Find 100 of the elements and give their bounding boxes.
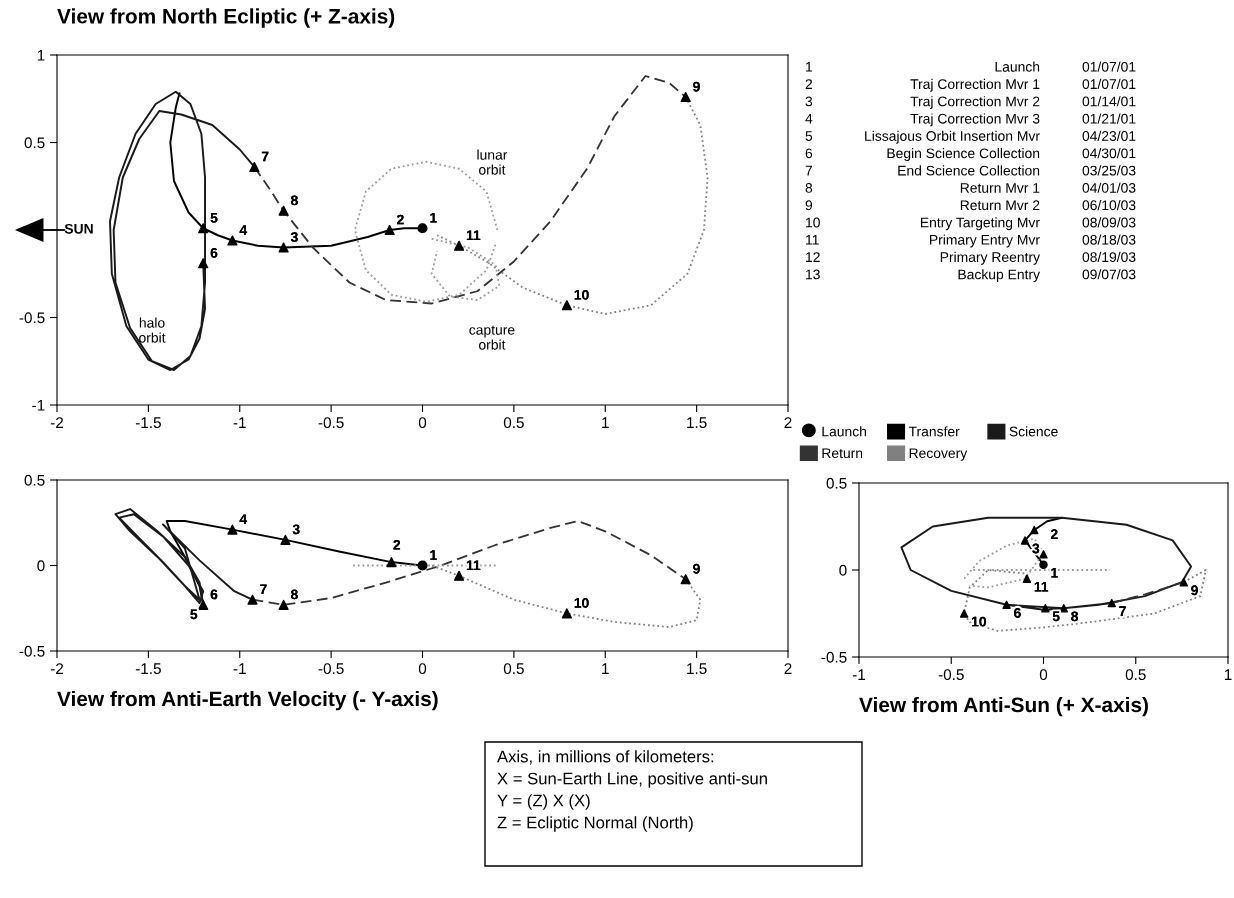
text: Return Mvr 1 — [960, 183, 1040, 193]
chart-title: View from North Ecliptic (+ Z-axis) — [57, 8, 395, 28]
y-tick-label: 0.5 — [24, 137, 45, 149]
text: Traj Correction Mvr 2 — [910, 96, 1040, 110]
legend-label: Science — [1009, 426, 1058, 437]
text: 04/01/03 — [1082, 182, 1136, 193]
legend-label: Launch — [822, 426, 866, 437]
text: Y = (Z) X (X) — [497, 794, 590, 810]
x-axis-title: View from Anti-Earth Velocity (- Y-axis) — [57, 690, 438, 711]
annotation: 9 — [693, 81, 700, 92]
x-tick-label: 2 — [784, 663, 792, 674]
text: 13 — [806, 269, 820, 280]
annotation: lunar orbit — [477, 149, 508, 175]
annotation: 5 — [1052, 611, 1060, 622]
x-tick-label: 1 — [602, 663, 609, 674]
text: End Science Collection — [898, 165, 1040, 176]
x-tick-label: 0.5 — [503, 663, 524, 675]
text: X = Sun-Earth Line, positive anti-sun — [497, 772, 767, 788]
annotation: 3 — [292, 524, 300, 535]
annotation: 5 — [210, 213, 218, 223]
annotation: 2 — [393, 539, 401, 550]
legend-label: Return — [822, 448, 863, 459]
annotation: 8 — [1071, 611, 1079, 622]
annotation: 11 — [1034, 581, 1049, 592]
text: 10 — [806, 217, 820, 228]
text: Entry Targeting Mvr — [920, 217, 1040, 231]
annotation: 11 — [466, 230, 481, 241]
text: Z = Ecliptic Normal (North) — [497, 816, 693, 832]
x-tick-label: 0 — [418, 417, 427, 429]
annotation: halo orbit — [139, 317, 166, 343]
annotation: 1 — [430, 213, 437, 223]
text: 03/25/03 — [1082, 165, 1136, 176]
text: 1 — [806, 62, 813, 72]
x-tick-label: 0.5 — [503, 417, 524, 429]
annotation: 10 — [574, 289, 589, 300]
text: Lissajous Orbit Insertion Mvr — [865, 130, 1040, 144]
annotation: 11 — [466, 560, 481, 571]
text: 12 — [806, 252, 820, 262]
text: 5 — [805, 131, 813, 141]
y-tick-label: -0.5 — [821, 651, 847, 663]
y-tick-label: 0 — [37, 560, 45, 572]
annotation: 3 — [290, 232, 298, 242]
x-tick-label: -1 — [233, 417, 246, 428]
annotation: 2 — [397, 214, 404, 225]
x-tick-label: 1 — [602, 417, 609, 428]
text: 06/10/03 — [1082, 199, 1136, 211]
text: 7 — [805, 165, 813, 176]
text: Return Mvr 2 — [960, 200, 1040, 211]
x-tick-label: -1 — [233, 663, 246, 674]
text: 01/21/01 — [1082, 113, 1136, 124]
y-tick-label: 0 — [839, 564, 847, 576]
annotation: 4 — [239, 225, 248, 235]
text: 8 — [805, 182, 813, 193]
x-tick-label: -2 — [50, 417, 64, 428]
x-tick-label: -1 — [852, 669, 866, 680]
text: 9 — [805, 200, 813, 211]
text: 04/30/01 — [1082, 148, 1136, 159]
text: 2 — [805, 79, 813, 89]
text: 09/07/03 — [1082, 269, 1136, 280]
text: 01/14/01 — [1082, 96, 1136, 107]
annotation: 10 — [574, 598, 589, 608]
text: 04/23/01 — [1082, 130, 1136, 141]
annotation: 7 — [1119, 606, 1126, 616]
y-tick-label: 0.5 — [826, 477, 847, 489]
x-tick-label: -1.5 — [135, 663, 161, 675]
text: Primary Reentry — [940, 251, 1040, 265]
text: Backup Entry — [958, 269, 1040, 283]
y-tick-label: -0.5 — [19, 645, 45, 657]
y-tick-label: -0.5 — [19, 312, 45, 324]
text: 3 — [805, 96, 813, 107]
annotation: 1 — [1051, 568, 1058, 578]
annotation: 4 — [239, 514, 248, 524]
x-tick-label: -1.5 — [135, 417, 161, 429]
text: Axis, in millions of kilometers: — [497, 750, 714, 765]
x-tick-label: 1 — [1224, 669, 1232, 680]
text: 01/07/01 — [1082, 61, 1136, 72]
text: Primary Entry Mvr — [930, 234, 1040, 248]
x-tick-label: -0.5 — [318, 663, 344, 675]
text: Traj Correction Mvr 3 — [910, 113, 1040, 127]
text: 08/19/03 — [1082, 251, 1136, 263]
x-tick-label: 0 — [1039, 669, 1048, 681]
y-tick-label: -1 — [32, 400, 45, 411]
annotation: 7 — [260, 584, 267, 595]
annotation: capture orbit — [469, 325, 515, 350]
text: 4 — [805, 113, 813, 124]
x-tick-label: 1.5 — [687, 663, 707, 675]
x-tick-label: 0.5 — [1125, 669, 1146, 681]
text: 6 — [805, 148, 813, 159]
x-tick-label: 1.5 — [687, 417, 707, 429]
annotation: 10 — [971, 616, 986, 627]
x-axis-title: View from Anti-Sun (+ X-axis) — [859, 696, 1148, 717]
annotation: 6 — [210, 247, 218, 258]
text: 01/07/01 — [1082, 78, 1136, 90]
text: Launch — [995, 61, 1040, 72]
annotation: 5 — [190, 609, 198, 620]
text: 08/09/03 — [1082, 217, 1136, 228]
x-tick-label: -0.5 — [318, 417, 344, 429]
annotation: 9 — [1191, 585, 1198, 596]
y-tick-label: 1 — [37, 50, 45, 61]
x-tick-label: -0.5 — [938, 669, 964, 681]
